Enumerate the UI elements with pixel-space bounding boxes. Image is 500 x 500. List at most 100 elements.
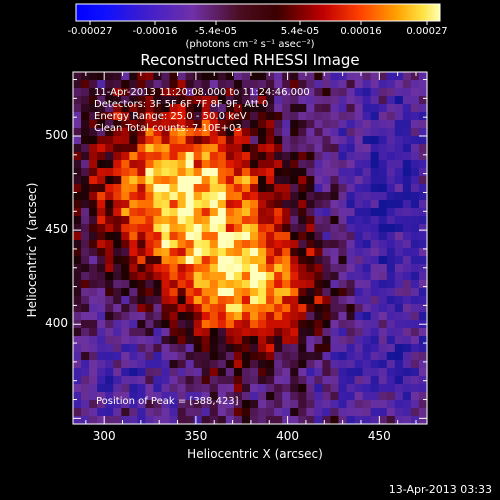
- image-pixel: [394, 240, 404, 249]
- image-pixel: [241, 344, 251, 353]
- image-pixel: [378, 336, 388, 345]
- image-pixel: [201, 416, 211, 425]
- image-pixel: [121, 288, 130, 297]
- image-pixel: [266, 120, 275, 129]
- image-pixel: [201, 376, 211, 385]
- image-pixel: [274, 264, 283, 273]
- image-pixel: [418, 120, 428, 129]
- image-pixel: [346, 304, 356, 313]
- image-pixel: [418, 272, 428, 281]
- image-pixel: [394, 344, 404, 353]
- image-pixel: [338, 320, 348, 329]
- image-pixel: [121, 360, 130, 369]
- image-pixel: [81, 400, 90, 409]
- image-pixel: [105, 120, 114, 129]
- image-pixel: [346, 320, 356, 329]
- image-pixel: [314, 248, 324, 257]
- image-pixel: [322, 136, 332, 145]
- image-pixel: [338, 304, 348, 313]
- image-pixel: [362, 72, 372, 81]
- image-pixel: [250, 384, 259, 393]
- image-pixel: [306, 232, 315, 241]
- image-pixel: [250, 136, 259, 145]
- image-pixel: [153, 368, 163, 377]
- image-pixel: [306, 400, 315, 409]
- image-pixel: [298, 368, 307, 377]
- image-pixel: [282, 288, 291, 297]
- image-pixel: [298, 184, 307, 193]
- image-pixel: [73, 184, 82, 193]
- image-pixel: [153, 320, 163, 329]
- image-pixel: [258, 272, 267, 281]
- image-pixel: [73, 112, 82, 121]
- image-pixel: [209, 400, 219, 409]
- colorbar-tick-label: 0.00027: [406, 26, 448, 37]
- image-pixel: [346, 152, 356, 161]
- image-pixel: [266, 304, 275, 313]
- image-pixel: [217, 304, 227, 313]
- image-pixel: [290, 72, 299, 81]
- image-pixel: [209, 232, 219, 241]
- image-pixel: [354, 400, 364, 409]
- image-pixel: [241, 80, 251, 89]
- image-pixel: [410, 352, 420, 361]
- image-pixel: [233, 160, 243, 169]
- image-pixel: [161, 112, 171, 121]
- image-pixel: [370, 112, 380, 121]
- image-pixel: [89, 320, 98, 329]
- image-pixel: [402, 160, 412, 169]
- image-pixel: [394, 128, 404, 137]
- image-pixel: [370, 120, 380, 129]
- image-pixel: [402, 192, 412, 201]
- image-pixel: [81, 176, 90, 185]
- image-pixel: [137, 208, 147, 217]
- image-pixel: [378, 144, 388, 153]
- image-pixel: [378, 376, 388, 385]
- image-pixel: [418, 416, 428, 425]
- image-pixel: [129, 344, 138, 353]
- image-pixel: [410, 296, 420, 305]
- image-pixel: [386, 216, 396, 225]
- image-pixel: [185, 304, 195, 313]
- image-pixel: [346, 96, 356, 105]
- image-pixel: [113, 344, 122, 353]
- image-pixel: [322, 152, 332, 161]
- image-pixel: [201, 104, 211, 113]
- image-pixel: [290, 112, 299, 121]
- image-pixel: [153, 216, 163, 225]
- image-pixel: [378, 216, 388, 225]
- image-pixel: [105, 280, 114, 289]
- image-pixel: [370, 232, 380, 241]
- image-pixel: [89, 352, 98, 361]
- image-pixel: [161, 368, 171, 377]
- image-pixel: [410, 400, 420, 409]
- image-pixel: [266, 128, 275, 137]
- image-pixel: [290, 400, 299, 409]
- image-pixel: [81, 264, 90, 273]
- image-pixel: [418, 176, 428, 185]
- image-pixel: [193, 248, 203, 257]
- image-pixel: [346, 72, 356, 81]
- image-pixel: [282, 120, 291, 129]
- image-pixel: [185, 160, 195, 169]
- image-pixel: [153, 376, 163, 385]
- image-pixel: [225, 408, 235, 417]
- image-pixel: [338, 392, 348, 401]
- image-pixel: [161, 72, 171, 81]
- image-pixel: [153, 192, 163, 201]
- image-pixel: [274, 392, 283, 401]
- image-pixel: [121, 336, 130, 345]
- image-pixel: [330, 192, 340, 201]
- image-pixel: [209, 128, 219, 137]
- image-pixel: [290, 344, 299, 353]
- image-pixel: [193, 264, 203, 273]
- image-pixel: [73, 344, 82, 353]
- image-pixel: [73, 160, 82, 169]
- image-pixel: [193, 256, 203, 265]
- image-pixel: [201, 328, 211, 337]
- image-pixel: [394, 312, 404, 321]
- image-pixel: [330, 240, 340, 249]
- image-pixel: [298, 360, 307, 369]
- image-pixel: [410, 368, 420, 377]
- image-pixel: [266, 224, 275, 233]
